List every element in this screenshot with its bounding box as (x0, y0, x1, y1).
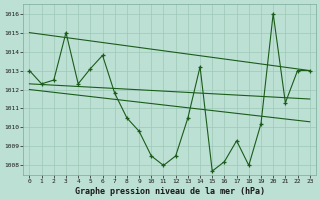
X-axis label: Graphe pression niveau de la mer (hPa): Graphe pression niveau de la mer (hPa) (75, 187, 265, 196)
